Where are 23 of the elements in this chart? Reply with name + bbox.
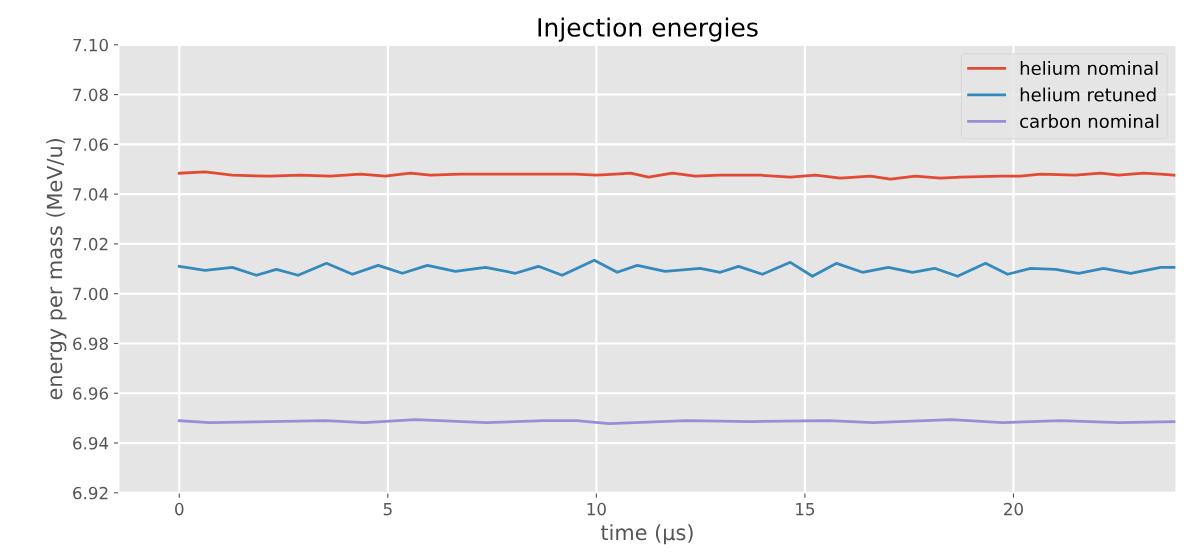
x-tick-label: 0 [175, 502, 184, 516]
legend-label: carbon nominal [1020, 114, 1159, 129]
y-tick-label: 7.00 [73, 287, 108, 301]
y-tick-label: 6.92 [73, 486, 108, 500]
y-tick-label: 6.96 [73, 387, 109, 400]
y-tick-label: 7.06 [73, 138, 109, 151]
legend-label: helium nominal [1020, 61, 1158, 76]
legend-label: helium retuned [1020, 87, 1156, 102]
x-tick-label: 15 [796, 503, 815, 516]
y-tick-label: 6.98 [73, 337, 108, 351]
line-series [177, 258, 1177, 278]
x-axis-title: time (µs) [600, 524, 693, 545]
y-tick-label: 7.08 [73, 88, 108, 102]
x-tick-label: 20 [1004, 502, 1023, 516]
x-tick-label: 5 [383, 503, 392, 516]
y-tick-label: 7.02 [73, 237, 108, 251]
y-tick-label: 7.04 [73, 188, 109, 201]
y-tick-label: 6.94 [73, 436, 109, 450]
y-tick-label: 7.10 [73, 38, 108, 52]
chart-title: Injection energies [538, 17, 758, 42]
x-tick-label: 10 [587, 502, 606, 516]
line-series [177, 170, 1177, 181]
y-axis-title: energy per mass (MeV/u) [46, 138, 67, 400]
